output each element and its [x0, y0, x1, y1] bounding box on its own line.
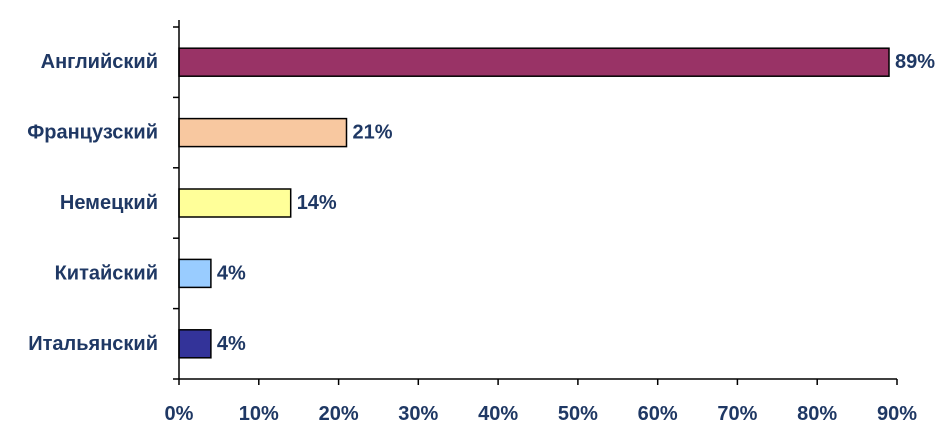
bar-3 [178, 258, 212, 289]
bar-2 [178, 188, 292, 218]
category-label-0: Английский [41, 51, 158, 73]
data-label-1: 21% [353, 122, 393, 144]
labels-layer: Английский 89% Французский 21% Немецкий 14% Ки… [27, 51, 935, 425]
data-label-2: 14% [297, 192, 337, 214]
category-label-1: Французский [27, 122, 158, 144]
x-tick-label-3: 30% [398, 403, 438, 425]
bars-layer [178, 47, 890, 359]
x-tick-label-2: 20% [319, 403, 359, 425]
x-tick-label-5: 50% [558, 403, 598, 425]
x-tick-label-1: 10% [239, 403, 279, 425]
bar-4 [178, 329, 212, 359]
x-tick-label-6: 60% [638, 403, 678, 425]
data-label-0: 89% [895, 51, 935, 73]
data-label-3: 4% [217, 262, 246, 284]
x-tick-label-7: 70% [717, 403, 757, 425]
x-tick-label-9: 90% [877, 403, 917, 425]
category-label-3: Китайский [55, 262, 158, 284]
x-tick-label-8: 80% [797, 403, 837, 425]
axes [173, 20, 898, 385]
data-label-4: 4% [217, 333, 246, 355]
x-tick-label-0: 0% [165, 403, 194, 425]
bar-0 [178, 47, 890, 77]
x-tick-label-4: 40% [478, 403, 518, 425]
category-label-2: Немецкий [60, 192, 158, 214]
category-label-4: Итальянский [28, 333, 158, 355]
bar-1 [178, 117, 348, 148]
